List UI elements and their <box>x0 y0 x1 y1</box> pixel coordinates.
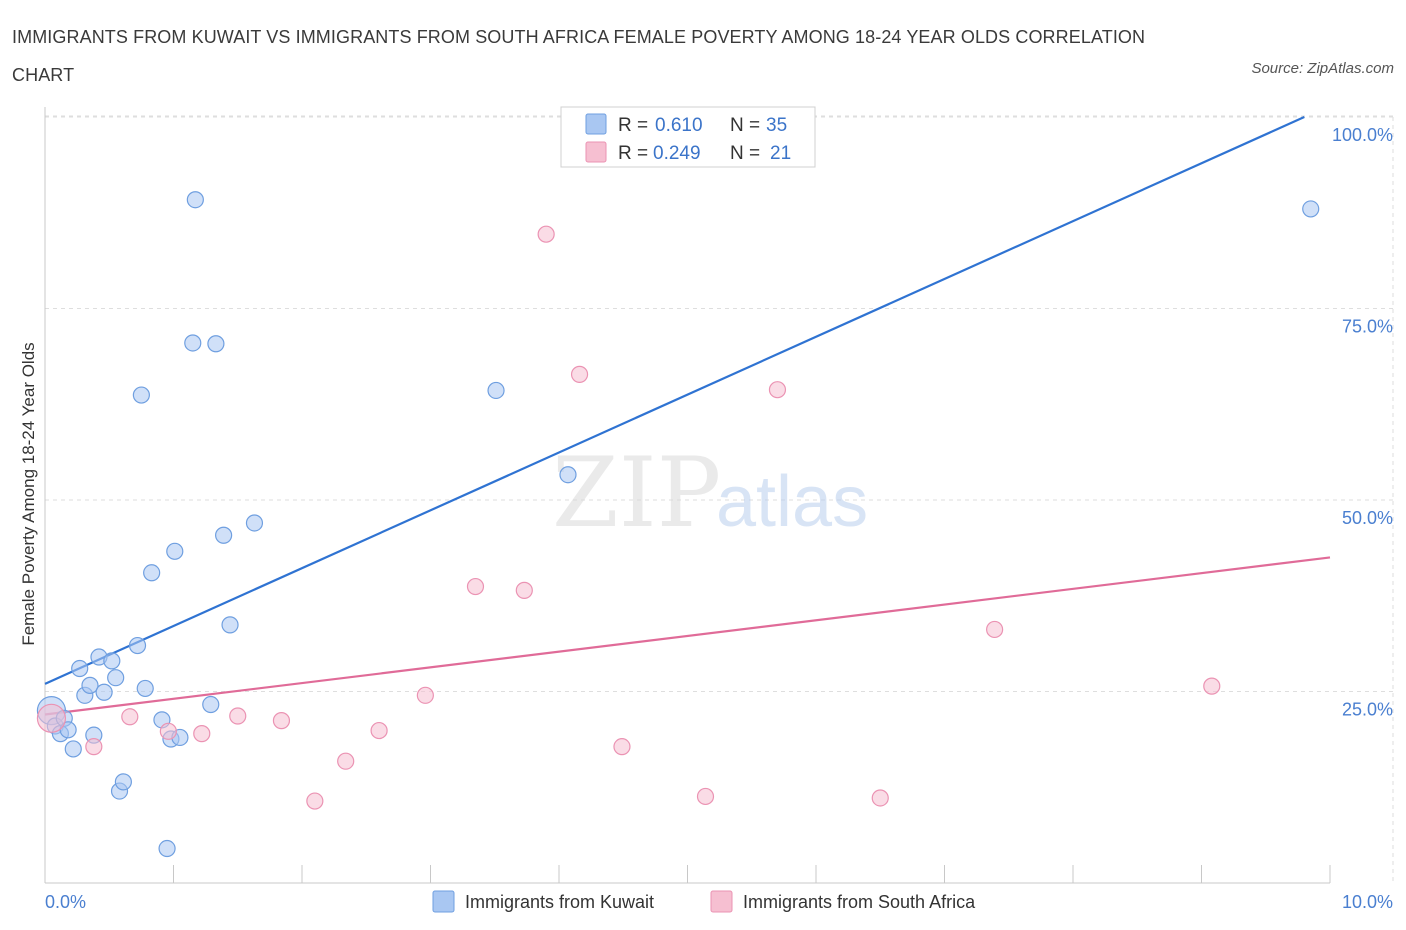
point-kuwait-26 <box>186 191 204 209</box>
legend-n-label-south-africa: N = <box>730 143 760 164</box>
point-kuwait-11 <box>95 683 113 701</box>
series-legend-swatch-kuwait <box>432 890 455 913</box>
point-south-africa-12 <box>515 581 533 599</box>
point-kuwait-13 <box>107 669 125 687</box>
point-south-africa-10 <box>416 686 434 704</box>
point-kuwait-32 <box>487 381 505 400</box>
point-south-africa-13 <box>537 225 555 243</box>
legend-r-value-kuwait: 0.610 <box>655 115 703 136</box>
legend-swatch-kuwait <box>585 113 607 135</box>
point-kuwait-23 <box>166 542 184 560</box>
trend-layer <box>44 115 1331 716</box>
point-kuwait-17 <box>132 386 150 404</box>
chart-title: IMMIGRANTS FROM KUWAIT VS IMMIGRANTS FRO… <box>12 27 1146 85</box>
legend-swatch-south-africa <box>585 141 607 163</box>
watermark: ZIP atlas <box>552 437 868 549</box>
point-south-africa-17 <box>768 381 787 399</box>
point-south-africa-18 <box>871 789 889 807</box>
point-kuwait-16 <box>128 636 147 655</box>
point-kuwait-12 <box>103 652 121 670</box>
watermark-atlas: atlas <box>716 462 868 542</box>
x-tick-label-1: 10.0% <box>1342 892 1393 912</box>
point-kuwait-18 <box>136 679 154 698</box>
y-tick-label-2: 75.0% <box>1342 317 1393 337</box>
series-legend-label-kuwait: Immigrants from Kuwait <box>465 892 654 912</box>
trend-line-kuwait <box>44 115 1305 685</box>
source-credit: Source: ZipAtlas.com <box>1251 60 1394 77</box>
watermark-zip: ZIP <box>552 437 721 549</box>
y-tick-label-0: 25.0% <box>1342 700 1393 720</box>
point-kuwait-30 <box>221 616 239 634</box>
point-kuwait-21 <box>158 839 176 858</box>
point-kuwait-19 <box>143 564 161 582</box>
point-kuwait-33 <box>559 466 577 484</box>
point-south-africa-15 <box>613 738 631 756</box>
legend-n-value-kuwait: 35 <box>766 115 787 136</box>
point-kuwait-5 <box>64 740 82 758</box>
point-south-africa-20 <box>1203 677 1221 695</box>
point-south-africa-7 <box>306 792 324 810</box>
correlation-legend: R = 0.610 N = 35 R = 0.249 N = 21 <box>560 106 816 168</box>
trend-line-south-africa <box>44 556 1331 716</box>
series-legend-swatch-south-africa <box>710 890 733 913</box>
x-tick-labels: 0.0% 10.0% <box>45 892 1393 912</box>
x-tick-label-0: 0.0% <box>45 892 86 912</box>
point-south-africa-14 <box>570 365 589 383</box>
legend-r-label-south-africa: R = <box>618 143 648 164</box>
point-kuwait-31 <box>245 514 264 532</box>
legend-n-label-kuwait: N = <box>730 115 760 136</box>
legend-n-value-south-africa: 21 <box>770 143 791 164</box>
point-south-africa-11 <box>466 577 485 596</box>
point-south-africa-6 <box>272 712 291 730</box>
point-south-africa-2 <box>121 708 139 726</box>
legend-r-label-kuwait: R = <box>618 115 648 136</box>
point-kuwait-28 <box>207 335 225 353</box>
point-south-africa-5 <box>229 707 247 725</box>
point-south-africa-9 <box>370 721 388 740</box>
point-kuwait-6 <box>71 659 89 678</box>
point-kuwait-34 <box>1302 200 1320 218</box>
point-south-africa-1 <box>85 738 103 756</box>
point-south-africa-19 <box>986 620 1004 639</box>
y-tick-label-1: 50.0% <box>1342 508 1393 528</box>
point-kuwait-29 <box>215 526 233 544</box>
point-kuwait-27 <box>202 695 220 714</box>
point-south-africa-8 <box>337 752 355 770</box>
point-south-africa-16 <box>696 787 715 806</box>
point-kuwait-15 <box>114 773 132 791</box>
point-kuwait-25 <box>184 334 202 352</box>
axes-layer <box>44 107 1331 884</box>
y-axis-title: Female Poverty Among 18-24 Year Olds <box>19 342 38 645</box>
legend-r-value-south-africa: 0.249 <box>653 143 701 164</box>
point-south-africa-0 <box>36 703 67 733</box>
point-south-africa-3 <box>159 722 177 740</box>
point-south-africa-4 <box>193 725 211 743</box>
series-legend-label-south-africa: Immigrants from South Africa <box>743 892 976 912</box>
series-legend: Immigrants from Kuwait Immigrants from S… <box>432 890 976 913</box>
point-kuwait-8 <box>81 676 99 694</box>
points-layer <box>36 191 1320 858</box>
y-tick-label-3: 100.0% <box>1332 125 1393 145</box>
y-tick-labels: 25.0% 50.0% 75.0% 100.0% <box>1332 125 1393 720</box>
